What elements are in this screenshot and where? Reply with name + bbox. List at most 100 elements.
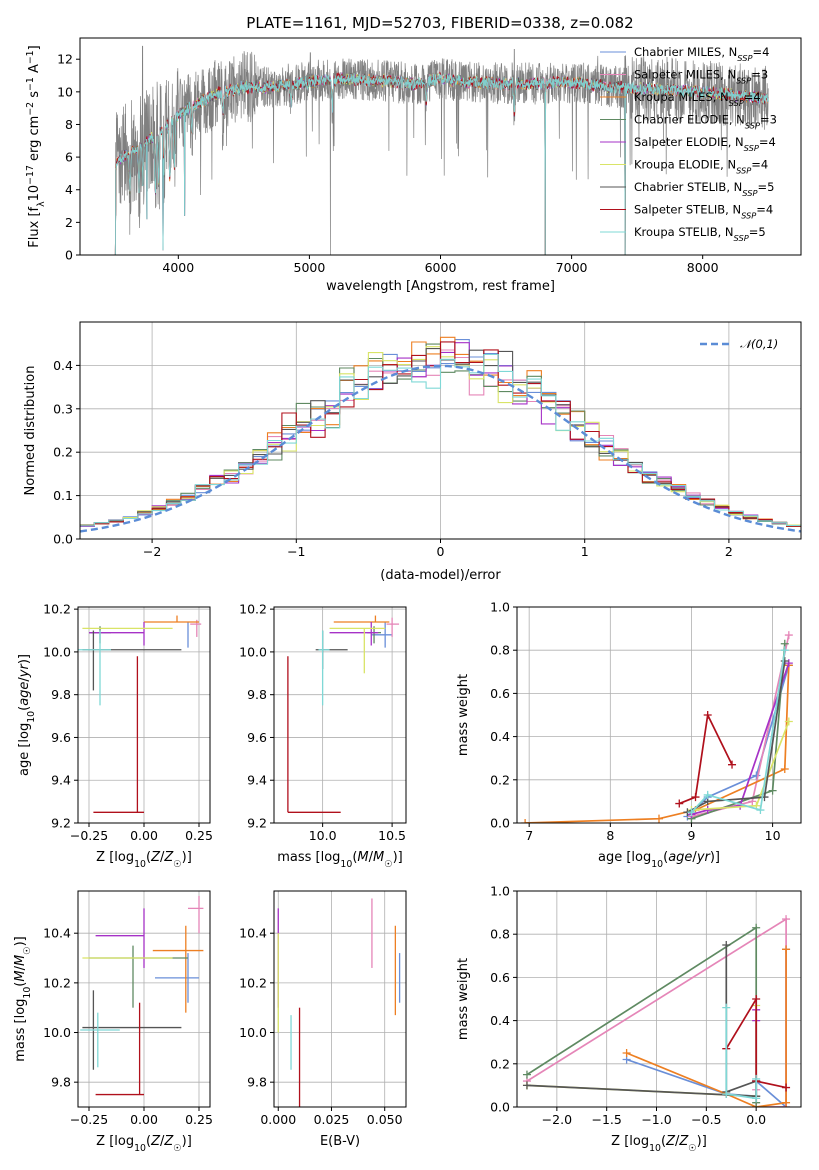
x-axis-label-part: ☉ — [173, 859, 181, 870]
mass-weight-marker — [655, 814, 663, 823]
x-tick-label: 2 — [725, 544, 733, 559]
y-tick-label: 9.2 — [247, 816, 267, 831]
y-axis-label-part: 10 — [26, 711, 37, 723]
y-axis-label-part: )] — [17, 654, 32, 664]
x-axis-label-part: / — [369, 850, 374, 865]
y-axis-label-part: / — [17, 677, 32, 682]
x-axis-label-part: Z — [150, 850, 161, 865]
plot-area-mwAge — [521, 631, 793, 823]
x-tick-label: 8 — [606, 828, 614, 843]
x-axis-label-part: age — [668, 850, 692, 865]
x-axis-label-part: yr — [696, 850, 712, 865]
y-axis-label-part: / — [13, 965, 28, 970]
y-tick-label: 0.2 — [53, 445, 73, 460]
x-axis-label-part: (data-model)/error — [380, 568, 501, 583]
legend-label-part: SSP — [734, 233, 749, 243]
x-axis-label-part: Z [log — [96, 1134, 134, 1149]
axes-frame-mwAge: 7 8 9 10 0.0 0.2 0.4 0.6 0.8 1.0 — [490, 600, 802, 843]
plot-area-mwZ — [522, 915, 791, 1107]
axes-ageZ: −0.25 0.00 0.25 9.2 9.4 9.6 9.8 10.0 10.2 — [43, 602, 213, 843]
y-tick-label: 12 — [57, 52, 73, 67]
mass-weight-marker — [703, 711, 712, 719]
y-tick-label: 0.2 — [490, 772, 510, 787]
axes-residuals: −2 −1 0 1 2 0.0 0.1 0.2 0.3 0.4 𝒩(0,1) — [53, 321, 802, 559]
axes-frame-spectrum: 4000 5000 6000 7000 8000 0 2 4 6 8 10 12 Chabrier MI… — [57, 37, 802, 275]
x-axis-label-part: M — [373, 850, 384, 865]
y-tick-label: 10.4 — [43, 926, 71, 941]
y-tick-label: 1.0 — [490, 600, 510, 615]
y-axis-label-part: ] — [27, 45, 42, 50]
y-axis-label-part: ☉ — [22, 946, 33, 954]
y-tick-label: 0.2 — [490, 1056, 510, 1071]
x-axis-label: (data-model)/error — [380, 568, 501, 583]
mass-weight-marker — [752, 771, 761, 780]
legend-label-part: SSP — [737, 53, 752, 63]
legend-label-part: =4 — [752, 45, 769, 59]
x-axis-label-part: Z — [163, 850, 174, 865]
y-tick-label: 1.0 — [490, 884, 510, 899]
mass-weight-marker — [722, 1003, 731, 1012]
y-tick-label: 10.4 — [239, 926, 267, 941]
x-axis-label-part: 10 — [649, 1143, 661, 1154]
axes-frame-residuals: −2 −1 0 1 2 0.0 0.1 0.2 0.3 0.4 𝒩(0,1) — [53, 321, 802, 559]
mass-weight-marker — [521, 819, 530, 823]
x-axis-label-part: / — [160, 850, 165, 865]
x-axis-label-part: Z [log — [96, 850, 134, 865]
y-axis-label-part: M — [13, 970, 28, 981]
y-axis-label-part: mass [log — [13, 999, 28, 1062]
legend-label: Salpeter STELIB, NSSP=4 — [634, 203, 773, 221]
mass-weight-marker — [722, 941, 731, 949]
legend-label-part: Chabrier ELODIE, N — [634, 113, 745, 127]
legend-label-part: SSP — [744, 143, 759, 153]
axes-mwZ: −2.0 −1.5 −1.0 −0.5 0.0 0.0 0.2 0.4 0.6 0.8 1.0 — [490, 884, 802, 1127]
x-tick-label: 0.00 — [130, 1112, 158, 1127]
mass-weight-marker — [752, 995, 761, 1003]
x-axis-label: Z [log10(Z/Z☉)] — [96, 850, 192, 870]
legend-label: Chabrier STELIB, NSSP=5 — [634, 180, 774, 198]
histogram-kroupa-stelib — [80, 353, 801, 527]
y-tick-label: 2 — [65, 215, 73, 230]
legend-label-part: =4 — [759, 135, 776, 149]
x-tick-label: 9 — [687, 828, 695, 843]
y-axis-label-part: Normed distribution — [23, 366, 38, 496]
mass-weight-marker — [756, 806, 765, 815]
plot-area-residuals — [80, 336, 801, 533]
legend-label: Kroupa MILES, NSSP=4 — [634, 90, 761, 108]
axes-massZ: −0.25 0.00 0.25 9.8 10.0 10.2 10.4 — [43, 890, 213, 1127]
x-axis-label: E(B-V) — [320, 1134, 360, 1149]
y-tick-label: 0.3 — [53, 401, 73, 416]
mass-weight-marker — [752, 923, 761, 932]
mass-weight-marker — [622, 1049, 631, 1057]
x-axis-label-part: ( — [663, 850, 668, 865]
x-axis-label-part: Z — [665, 1134, 676, 1149]
x-tick-label: 6000 — [425, 260, 457, 275]
mass-weight-line — [678, 712, 733, 805]
legend-label-part: Chabrier MILES, N — [634, 45, 737, 59]
x-axis-label-part: Z — [678, 1134, 689, 1149]
y-axis-label-part: erg cm — [27, 116, 42, 165]
x-axis-label-part: ☉ — [384, 859, 392, 870]
y-axis-label-part: yr — [17, 662, 32, 678]
mass-weight-marker — [782, 915, 791, 924]
y-tick-label: 8 — [65, 117, 73, 132]
legend-label-part: Kroupa ELODIE, N — [634, 158, 736, 172]
x-tick-label: −1.5 — [592, 1112, 622, 1127]
legend-label-part: =3 — [751, 68, 768, 82]
x-axis-label-part: )] — [710, 850, 720, 865]
mass-weight-marker — [784, 659, 793, 668]
legend-label: Salpeter ELODIE, NSSP=4 — [634, 135, 776, 153]
x-tick-label: −0.25 — [70, 1112, 108, 1127]
x-axis-label-part: 10 — [651, 859, 663, 870]
y-tick-label: 10.2 — [239, 975, 267, 990]
mass-weight-line — [725, 1007, 758, 1100]
x-tick-label: −0.5 — [691, 1112, 721, 1127]
x-axis-label-part: wavelength [Angstrom, rest frame] — [326, 279, 555, 294]
mass-weight-marker — [768, 786, 777, 795]
mass-weight-marker — [782, 1083, 791, 1092]
y-axis-label-part: ( — [17, 706, 32, 711]
legend-label-part: SSP — [736, 166, 751, 176]
axes-frame-mwZ: −2.0 −1.5 −1.0 −0.5 0.0 0.0 0.2 0.4 0.6 0.8 1.0 — [490, 884, 802, 1127]
legend-label: Kroupa ELODIE, NSSP=4 — [634, 158, 768, 176]
x-axis-label-part: )] — [393, 850, 403, 865]
